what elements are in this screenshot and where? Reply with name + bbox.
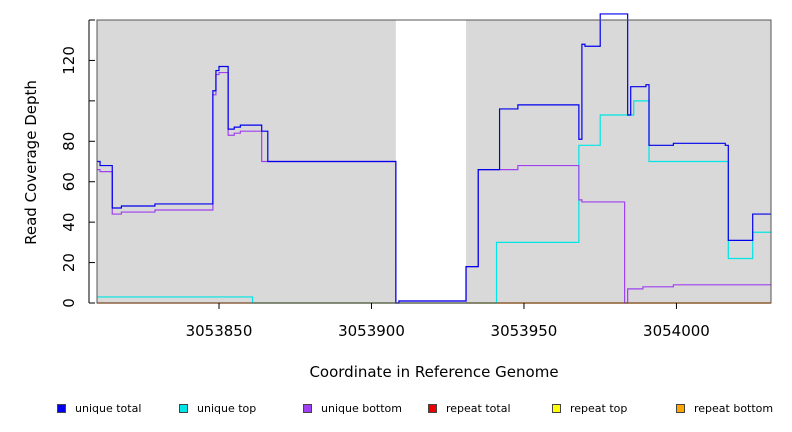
coverage-chart: 3053850 3053900 3053950 3054000 0 20 40 60 80 12… — [22, 13, 772, 381]
y-tick-label: 60 — [60, 172, 78, 191]
legend-label: unique bottom — [321, 402, 403, 415]
series-line-unique-total — [97, 13, 771, 304]
legend-item-unique-top: unique top — [179, 402, 256, 415]
legend-swatch — [179, 404, 188, 413]
y-tick-label: 20 — [60, 253, 78, 272]
legend-label: repeat bottom — [694, 402, 774, 415]
x-tick-label: 3053950 — [491, 322, 558, 340]
x-tick-label: 3053900 — [338, 322, 405, 340]
y-tick-label: 80 — [60, 132, 78, 151]
y-axis-title: Read Coverage Depth — [22, 80, 40, 245]
legend-swatch — [57, 404, 66, 413]
legend-swatch — [303, 404, 312, 413]
legend-swatch — [428, 404, 437, 413]
y-tick-label: 40 — [60, 213, 78, 232]
x-tick-label: 3054000 — [643, 322, 710, 340]
legend-item-unique-total: unique total — [57, 402, 141, 415]
y-axis: 0 20 40 60 80 120 — [60, 19, 95, 308]
x-axis-title: Coordinate in Reference Genome — [309, 363, 558, 381]
legend: unique total unique top unique bottom repea… — [0, 400, 792, 420]
legend-item-repeat-top: repeat top — [552, 402, 627, 415]
plot-frame — [96, 19, 772, 304]
y-tick-label: 120 — [60, 46, 78, 75]
y-tick-label: 0 — [60, 298, 78, 308]
legend-label: unique top — [197, 402, 257, 415]
legend-label: repeat total — [446, 402, 511, 415]
legend-label: unique total — [75, 402, 142, 415]
x-tick-label: 3053850 — [186, 322, 253, 340]
legend-swatch — [552, 404, 561, 413]
legend-label: repeat top — [570, 402, 628, 415]
legend-item-repeat-bottom: repeat bottom — [676, 402, 773, 415]
legend-swatch — [676, 404, 685, 413]
x-axis: 3053850 3053900 3053950 3054000 — [186, 303, 710, 340]
legend-item-repeat-total: repeat total — [428, 402, 511, 415]
legend-item-unique-bottom: unique bottom — [303, 402, 402, 415]
